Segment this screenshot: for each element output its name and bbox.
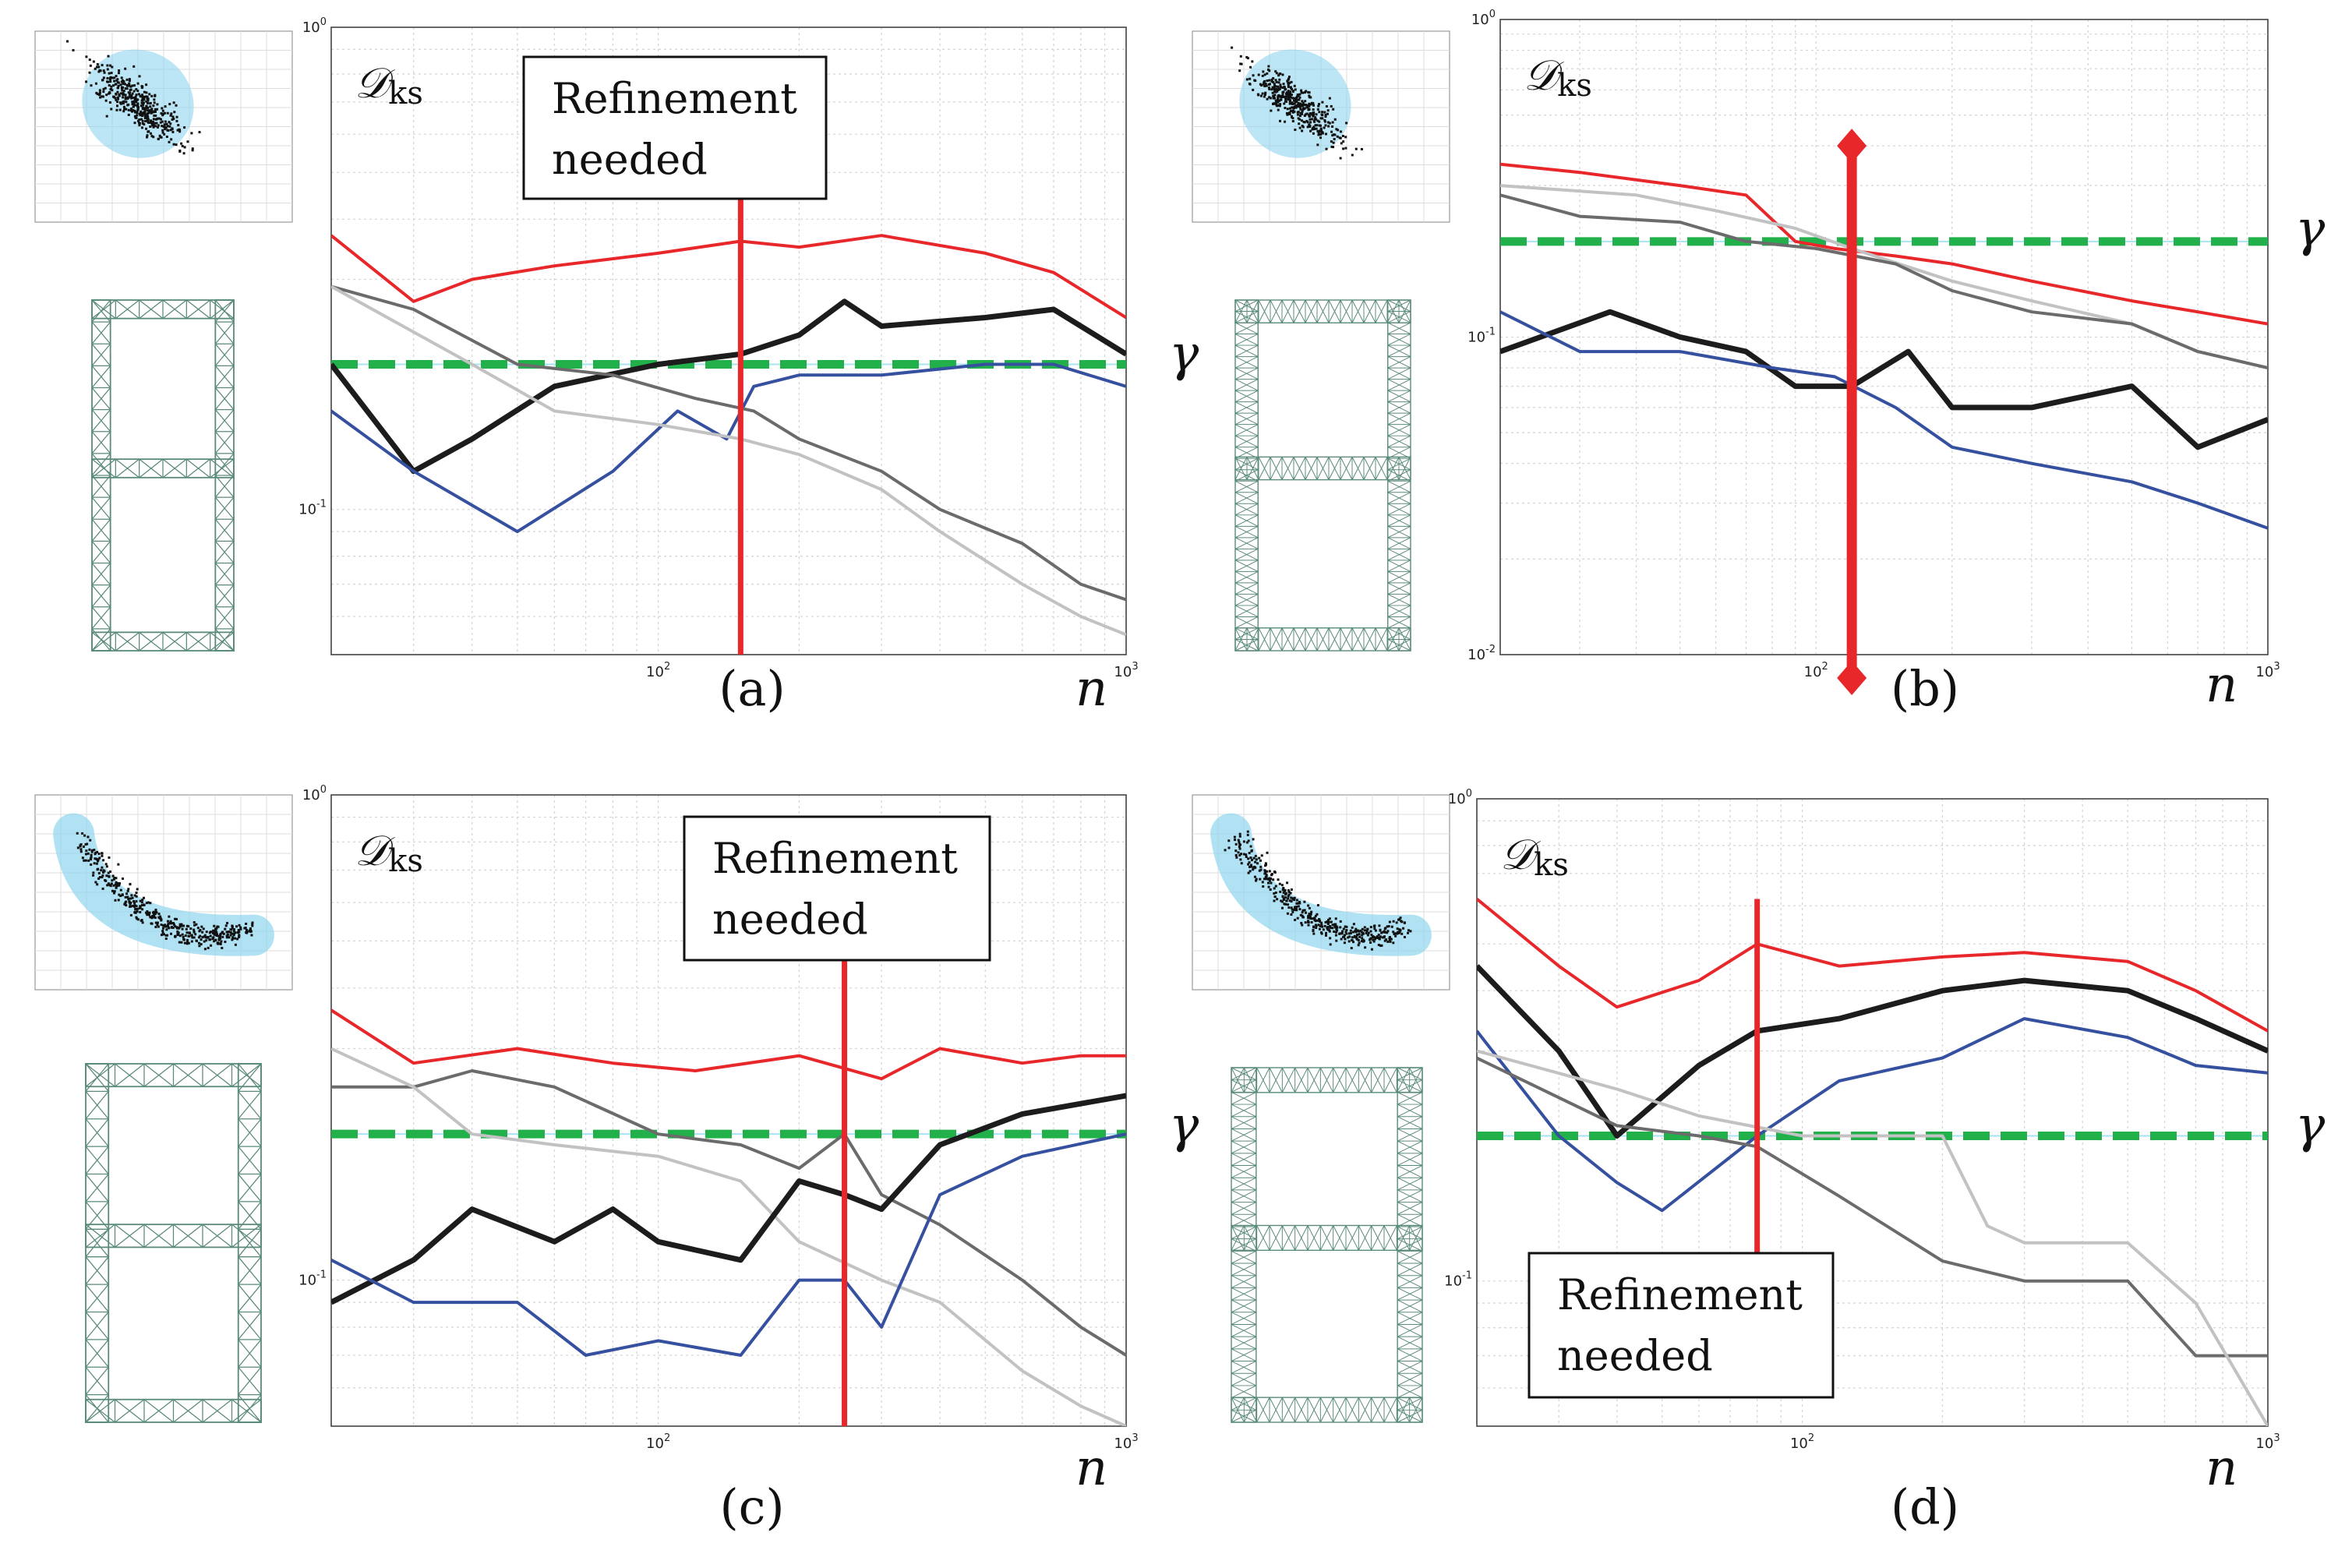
series-darkgray: [1477, 1056, 2268, 1358]
plot-frame: [1499, 19, 2269, 655]
annotation-text: needed: [552, 135, 708, 184]
arrow-head-top: [1837, 129, 1867, 164]
annotation-text: needed: [712, 895, 868, 944]
arrow-head-bottom: [1837, 661, 1867, 695]
y-axis-label: 𝒟ks: [355, 826, 423, 879]
series-black: [331, 1093, 1126, 1305]
x-axis-label: n: [2206, 656, 2237, 714]
plot-frame: [330, 794, 1127, 1427]
annotation-box: [683, 815, 991, 962]
series-blue: [331, 1132, 1126, 1357]
chart-panel-2: 100 10-1 10-2 102 103 𝒟ks n γ (b): [1192, 9, 2326, 717]
threshold-label: γ: [1169, 1097, 1199, 1154]
scatter-points: [76, 832, 254, 951]
annotation-text: Refinement: [552, 74, 797, 123]
x-axis-label: n: [1075, 1439, 1107, 1497]
tick-label: 10-1: [298, 1270, 327, 1289]
scatter-points: [1224, 830, 1412, 951]
plot-frame: [330, 26, 1127, 655]
annotation-text: needed: [1557, 1331, 1713, 1380]
scatter-points: [1231, 46, 1363, 160]
series-black: [331, 298, 1126, 475]
series-blue: [1477, 1017, 2268, 1213]
threshold-label: γ: [2295, 1097, 2326, 1154]
tick-label: 102: [1804, 661, 1828, 680]
series-lightgray: [1477, 1049, 2268, 1426]
chart-panel-3: 100 10-1 102 103 Refinement needed 𝒟ks n γ (c): [34, 784, 1199, 1535]
tick-label: 102: [1790, 1432, 1814, 1452]
panel-label: (c): [719, 1478, 784, 1535]
tick-label: 100: [302, 784, 327, 803]
annotation-box: [522, 55, 828, 200]
tick-label: 10-1: [1467, 327, 1496, 346]
grid: [1499, 19, 2269, 655]
tick-label: 100: [1471, 9, 1496, 28]
x-axis-label: n: [2206, 1439, 2237, 1497]
series-lightgray: [331, 284, 1126, 637]
annotation-text: Refinement: [712, 834, 958, 883]
tick-label: 103: [1114, 1432, 1138, 1452]
x-axis-label: n: [1075, 660, 1107, 718]
density-halo: [53, 813, 274, 956]
threshold-label: γ: [1169, 325, 1199, 383]
series-lightgray: [331, 1047, 1126, 1426]
tick-label: 100: [1448, 788, 1472, 807]
series-black: [1477, 964, 2268, 1139]
tick-label: 102: [646, 661, 670, 680]
chart-panel-1: 100 10-1 102 103 Refinement needed 𝒟ks n γ (a): [34, 16, 1199, 718]
threshold-label: γ: [2295, 200, 2326, 258]
tick-label: 103: [2255, 1432, 2280, 1452]
panel-label: (b): [1891, 660, 1959, 717]
density-halo: [1210, 813, 1432, 956]
y-axis-label: 𝒟ks: [355, 58, 423, 111]
tick-label: 103: [2255, 661, 2280, 680]
panel-label: (d): [1891, 1478, 1959, 1535]
series-red: [331, 234, 1126, 320]
series-black: [1500, 309, 2268, 450]
tick-label: 102: [646, 1432, 670, 1452]
tick-label: 10-2: [1467, 644, 1496, 663]
scatter-points: [66, 40, 201, 155]
panel-label: (a): [719, 660, 785, 717]
annotation-box: [1527, 1252, 1835, 1399]
series-group: [1477, 897, 2268, 1426]
y-axis-label: 𝒟ks: [1524, 51, 1592, 104]
series-red: [1477, 897, 2268, 1033]
series-group: [331, 1008, 1126, 1426]
series-darkgray: [331, 284, 1126, 602]
tick-label: 103: [1114, 661, 1138, 680]
annotation-text: Refinement: [1557, 1270, 1803, 1319]
tick-label: 10-1: [298, 499, 327, 518]
tick-label: 100: [302, 16, 327, 36]
series-group: [331, 234, 1126, 637]
series-lightgray: [1500, 184, 2268, 369]
series-blue: [1500, 310, 2268, 530]
plot-frame: [1476, 798, 2269, 1427]
series-red: [331, 1008, 1126, 1081]
series-darkgray: [1500, 193, 2268, 369]
series-group: [1500, 162, 2268, 530]
series-darkgray: [331, 1069, 1126, 1357]
tick-label: 10-1: [1444, 1270, 1472, 1290]
